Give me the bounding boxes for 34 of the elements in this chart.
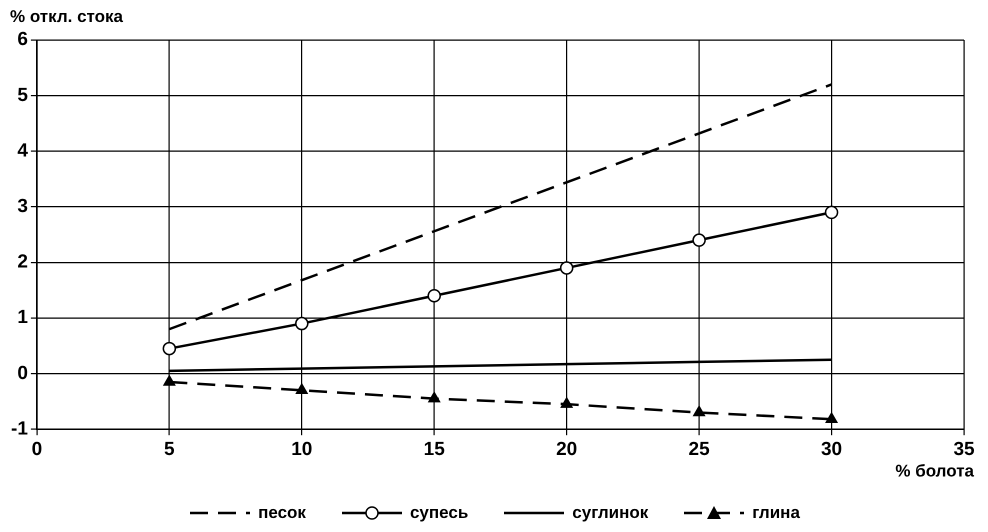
y-tick-label: 1 [17,307,28,328]
point [162,342,176,356]
x-tick-label: 5 [164,438,176,460]
point [163,375,176,386]
x-tick-label: 10 [291,438,312,460]
point [692,233,706,247]
point [826,412,838,423]
legend-label: песок [258,503,306,523]
point [560,397,573,408]
x-tick-label: 35 [953,438,975,460]
point [427,289,441,303]
y-tick-label: -1 [10,418,28,440]
x-tick-label: 20 [556,438,578,460]
x-axis-title: % болота [895,461,975,480]
legend-label: глина [752,503,800,523]
point [693,406,706,416]
point [560,261,574,275]
y-tick-label: 5 [17,84,28,106]
x-tick-label: 15 [424,438,446,460]
point [824,206,838,220]
legend-label: супесь [410,503,468,523]
y-tick-label: 2 [17,252,28,273]
y-axis-title: % откл. стока [10,7,124,26]
point [296,384,308,394]
y-tick-label: 6 [17,29,28,50]
point [295,316,309,330]
legend-label: суглинок [572,503,648,523]
y-tick-label: 3 [17,196,28,218]
x-tick-label: 30 [820,438,842,460]
y-tick-label: 0 [17,362,28,384]
y-tick-label: 4 [17,140,28,162]
x-tick-label: 0 [32,438,42,460]
x-tick-label: 25 [688,438,710,460]
point [428,392,440,402]
